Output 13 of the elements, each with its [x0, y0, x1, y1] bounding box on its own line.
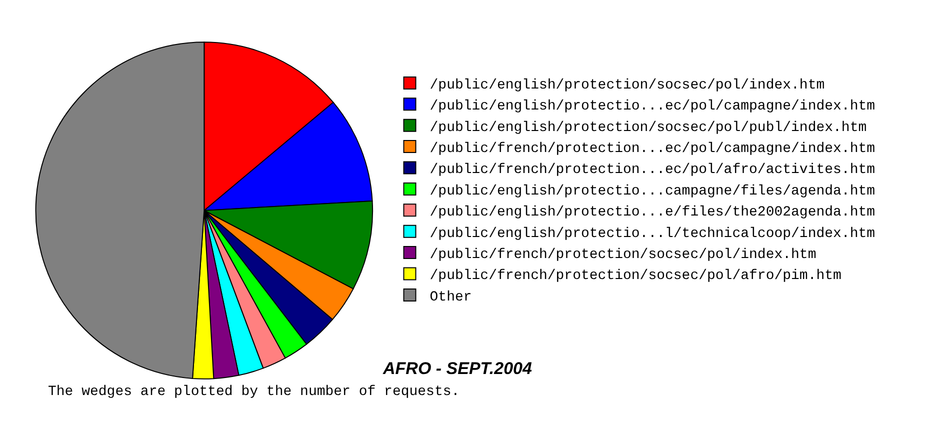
legend-label: /public/english/protection/socsec/pol/index.htm: [430, 77, 825, 94]
legend-label: /public/english/protection/socsec/pol/publ/index.htm: [430, 120, 867, 136]
legend-label: /public/french/protection...ec/pol/afro/activites.htm: [430, 162, 876, 178]
text: The wedges are plotted by the number of requests.: [48, 384, 460, 400]
text: AFRO - SEPT.2004: [382, 359, 532, 378]
legend-label: /public/french/protection/socsec/pol/afro/pim.htm: [430, 268, 842, 284]
legend-label: /public/english/protectio...e/files/the2002agenda.htm: [430, 204, 876, 221]
legend-label: /public/french/protection...ec/pol/campagne/index.htm: [430, 141, 876, 158]
legend-label: /public/english/protectio...campagne/files/agenda.htm: [430, 183, 876, 200]
legend-label: Other: [430, 289, 472, 306]
legend-label: /public/english/protectio...l/technicalcoop/index.htm: [430, 226, 876, 242]
legend-label: /public/english/protectio...ec/pol/campagne/index.htm: [430, 98, 876, 115]
legend-label: /public/french/protection/socsec/pol/index.htm: [430, 247, 816, 264]
